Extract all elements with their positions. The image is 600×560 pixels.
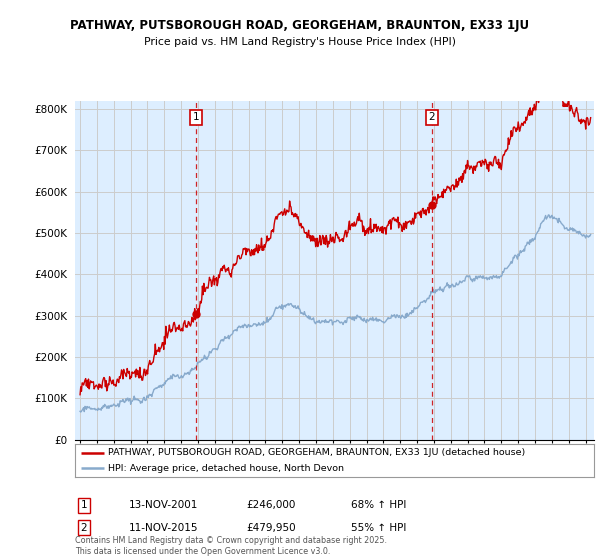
Text: Contains HM Land Registry data © Crown copyright and database right 2025.
This d: Contains HM Land Registry data © Crown c…	[75, 536, 387, 556]
Text: 2: 2	[80, 522, 88, 533]
Text: PATHWAY, PUTSBOROUGH ROAD, GEORGEHAM, BRAUNTON, EX33 1JU (detached house): PATHWAY, PUTSBOROUGH ROAD, GEORGEHAM, BR…	[107, 448, 525, 457]
Text: 1: 1	[80, 500, 88, 510]
Text: 55% ↑ HPI: 55% ↑ HPI	[351, 522, 406, 533]
Text: 68% ↑ HPI: 68% ↑ HPI	[351, 500, 406, 510]
Text: 1: 1	[193, 113, 199, 122]
Text: Price paid vs. HM Land Registry's House Price Index (HPI): Price paid vs. HM Land Registry's House …	[144, 37, 456, 47]
Text: PATHWAY, PUTSBOROUGH ROAD, GEORGEHAM, BRAUNTON, EX33 1JU: PATHWAY, PUTSBOROUGH ROAD, GEORGEHAM, BR…	[70, 18, 530, 32]
Text: 13-NOV-2001: 13-NOV-2001	[129, 500, 199, 510]
Text: 11-NOV-2015: 11-NOV-2015	[129, 522, 199, 533]
Text: £246,000: £246,000	[246, 500, 295, 510]
Text: 2: 2	[428, 113, 435, 122]
Text: HPI: Average price, detached house, North Devon: HPI: Average price, detached house, Nort…	[107, 464, 344, 473]
Text: £479,950: £479,950	[246, 522, 296, 533]
